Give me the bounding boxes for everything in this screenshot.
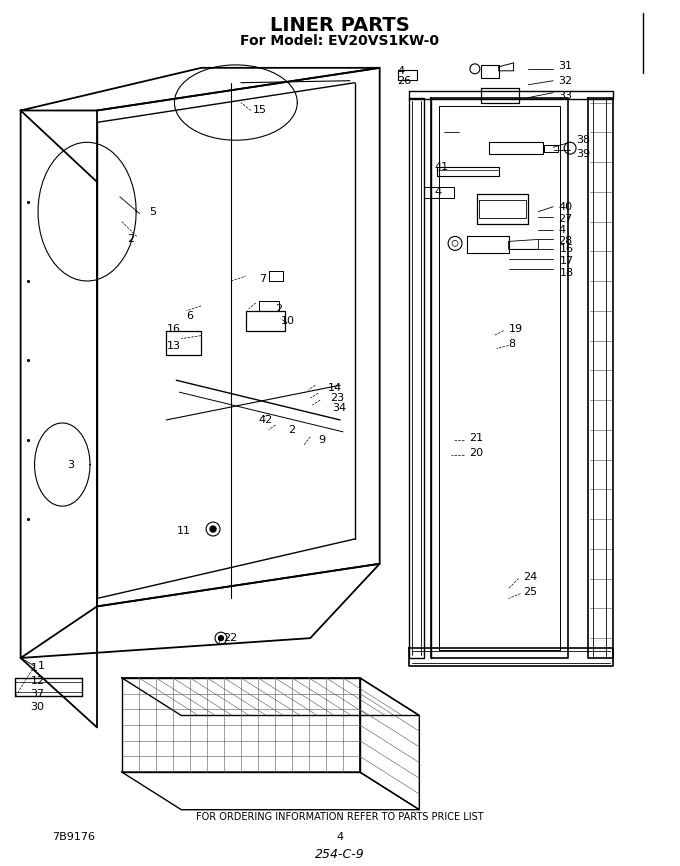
Text: 2: 2 xyxy=(126,235,134,244)
Text: 33: 33 xyxy=(558,91,572,100)
Text: 8: 8 xyxy=(509,339,515,349)
Text: 23: 23 xyxy=(330,393,344,403)
Text: 18: 18 xyxy=(560,268,575,278)
Circle shape xyxy=(218,636,224,641)
Text: 40: 40 xyxy=(558,202,573,211)
Text: 26: 26 xyxy=(398,75,411,86)
Text: 1: 1 xyxy=(37,661,44,671)
Text: 34: 34 xyxy=(332,403,346,413)
Text: For Model: EV20VS1KW-0: For Model: EV20VS1KW-0 xyxy=(241,34,439,48)
Text: 42: 42 xyxy=(258,415,273,425)
Text: 24: 24 xyxy=(524,572,538,582)
Text: LINER PARTS: LINER PARTS xyxy=(270,16,410,35)
Circle shape xyxy=(210,526,216,532)
Text: 17: 17 xyxy=(560,256,575,266)
Text: 4: 4 xyxy=(398,66,405,76)
Text: 16: 16 xyxy=(560,244,574,255)
Text: 19: 19 xyxy=(509,324,523,333)
Text: FOR ORDERING INFORMATION REFER TO PARTS PRICE LIST: FOR ORDERING INFORMATION REFER TO PARTS … xyxy=(197,811,483,822)
Text: 4: 4 xyxy=(337,831,343,842)
Text: 3: 3 xyxy=(67,460,74,469)
Text: 32: 32 xyxy=(558,75,573,86)
Text: 27: 27 xyxy=(558,214,573,223)
Text: 11: 11 xyxy=(176,526,190,536)
Text: 22: 22 xyxy=(223,633,237,643)
Text: 13: 13 xyxy=(167,340,180,351)
Text: 20: 20 xyxy=(469,448,483,457)
Text: 41: 41 xyxy=(435,162,448,172)
Text: 38: 38 xyxy=(576,135,590,145)
Text: 9: 9 xyxy=(318,435,325,445)
Text: 7B9176: 7B9176 xyxy=(52,831,95,842)
Text: 14: 14 xyxy=(328,383,342,393)
Text: 21: 21 xyxy=(469,433,483,443)
Text: 25: 25 xyxy=(524,586,538,597)
Text: 6: 6 xyxy=(186,311,193,320)
Text: 4: 4 xyxy=(558,224,565,235)
Text: 28: 28 xyxy=(558,236,573,247)
Text: 15: 15 xyxy=(253,106,267,115)
Text: 5: 5 xyxy=(150,207,156,216)
Text: 39: 39 xyxy=(576,149,590,159)
Text: 31: 31 xyxy=(558,61,572,71)
Text: 30: 30 xyxy=(31,701,45,712)
Text: 2: 2 xyxy=(275,304,283,313)
Text: 16: 16 xyxy=(167,324,180,333)
Text: 4: 4 xyxy=(435,187,441,197)
Text: 2: 2 xyxy=(288,425,296,435)
Text: 10: 10 xyxy=(280,316,294,326)
Text: 254-C-9: 254-C-9 xyxy=(315,848,365,861)
Text: 7: 7 xyxy=(258,275,266,284)
Text: 12: 12 xyxy=(31,675,45,686)
Text: 1: 1 xyxy=(31,662,37,673)
Text: 37: 37 xyxy=(31,688,45,699)
